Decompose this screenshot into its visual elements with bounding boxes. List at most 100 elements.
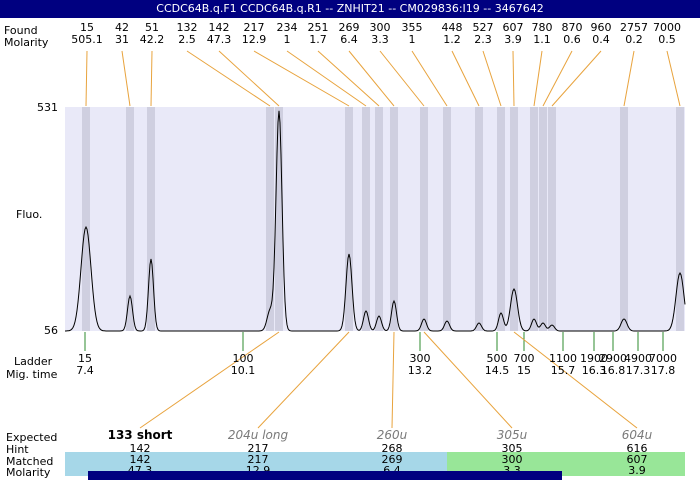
found-connector-line bbox=[150, 50, 153, 107]
found-peak-column: 780 1.1 bbox=[532, 22, 553, 46]
found-peak-column: 2757 0.2 bbox=[620, 22, 648, 46]
found-size-value: 2757 bbox=[620, 21, 648, 34]
found-size-value: 300 bbox=[369, 21, 391, 34]
expected-hint-value: 305 bbox=[501, 442, 523, 455]
found-molarity-value: 6.4 bbox=[340, 33, 358, 46]
found-peak-column: 448 1.2 bbox=[442, 22, 463, 46]
ladder-time-value: 14.5 bbox=[484, 364, 510, 377]
expected-name: 133 short bbox=[107, 428, 173, 442]
ladder-time-value: 13.2 bbox=[407, 364, 433, 377]
expected-connector-line bbox=[257, 331, 350, 429]
found-size-value: 15 bbox=[80, 21, 94, 34]
found-molarity-value: 12.9 bbox=[241, 33, 267, 46]
ladder-column: 4900 17.3 bbox=[624, 353, 652, 377]
found-molarity-value: 3.9 bbox=[504, 33, 522, 46]
expected-matched-value: 217 bbox=[247, 453, 269, 466]
found-size-value: 217 bbox=[243, 21, 265, 34]
found-size-value: 355 bbox=[401, 21, 423, 34]
expected-name: 204u long bbox=[227, 428, 289, 442]
expected-matched-value: 300 bbox=[501, 453, 523, 466]
found-peak-column: 300 3.3 bbox=[370, 22, 391, 46]
found-peak-column: 142 47.3 bbox=[207, 22, 232, 46]
expected-molarity-value: 3.9 bbox=[628, 464, 646, 477]
found-connector-line bbox=[85, 50, 88, 107]
footer-bar bbox=[88, 471, 562, 480]
found-molarity-value: 0.5 bbox=[658, 33, 676, 46]
found-peak-column: 527 2.3 bbox=[473, 22, 494, 46]
found-size-value: 527 bbox=[472, 21, 494, 34]
ladder-column: 7000 17.8 bbox=[649, 353, 677, 377]
ladder-time-value: 17.3 bbox=[625, 364, 651, 377]
window-title: CCDC64B.q.F1 CCDC64B.q.R1 -- ZNHIT21 -- … bbox=[156, 2, 544, 15]
y-axis-min-label: 56 bbox=[44, 324, 58, 337]
expected-matched-value: 269 bbox=[381, 453, 403, 466]
matched-molarity-row-label: Molarity bbox=[6, 466, 51, 479]
found-molarity-value: 47.3 bbox=[206, 33, 232, 46]
found-connector-line bbox=[286, 50, 367, 107]
expected-matched-value: 142 bbox=[129, 453, 151, 466]
y-axis-max-label: 531 bbox=[37, 101, 58, 114]
found-size-value: 51 bbox=[145, 21, 159, 34]
migration-time-row-label: Mig. time bbox=[6, 368, 58, 381]
ladder-size-value: 15 bbox=[78, 352, 92, 365]
found-peak-column: 234 1 bbox=[277, 22, 298, 46]
found-connector-line bbox=[379, 50, 425, 107]
found-connector-line bbox=[542, 50, 573, 107]
found-connector-line bbox=[218, 50, 280, 107]
found-connector-line bbox=[253, 50, 350, 107]
found-size-value: 269 bbox=[338, 21, 360, 34]
found-molarity-value: 1 bbox=[408, 33, 416, 46]
found-connector-line bbox=[533, 50, 543, 107]
found-molarity-value: 3.3 bbox=[371, 33, 389, 46]
found-size-value: 448 bbox=[441, 21, 463, 34]
ladder-column: 700 15 bbox=[514, 353, 535, 377]
found-size-value: 607 bbox=[502, 21, 524, 34]
expected-name: 604u bbox=[621, 428, 653, 442]
found-connector-line bbox=[482, 50, 502, 107]
matched-row-label: Matched bbox=[6, 455, 54, 468]
found-peak-column: 355 1 bbox=[402, 22, 423, 46]
expected-connector-line bbox=[423, 331, 513, 429]
title-bar: CCDC64B.q.F1 CCDC64B.q.R1 -- ZNHIT21 -- … bbox=[0, 0, 700, 18]
found-molarity-value: 2.3 bbox=[474, 33, 492, 46]
expected-connector-line bbox=[139, 331, 280, 429]
ladder-time-value: 7.4 bbox=[76, 364, 94, 377]
expected-row-label: Expected bbox=[6, 431, 58, 444]
expected-connector-line bbox=[513, 331, 638, 429]
chart-plot-area bbox=[65, 107, 685, 331]
found-connector-line bbox=[512, 50, 515, 107]
found-molarity-value: 1.2 bbox=[443, 33, 461, 46]
found-connector-line bbox=[666, 50, 681, 107]
expected-connector-line bbox=[391, 331, 395, 429]
found-peak-column: 960 0.4 bbox=[591, 22, 612, 46]
found-size-value: 960 bbox=[590, 21, 612, 34]
found-connector-line bbox=[551, 50, 602, 107]
ladder-time-value: 10.1 bbox=[230, 364, 256, 377]
found-peak-column: 607 3.9 bbox=[503, 22, 524, 46]
found-size-value: 234 bbox=[276, 21, 298, 34]
y-axis-title: Fluo. bbox=[16, 208, 43, 221]
found-peak-column: 51 42.2 bbox=[140, 22, 165, 46]
found-molarity-row-label: Molarity bbox=[4, 36, 49, 49]
expected-matched-value: 607 bbox=[626, 453, 648, 466]
found-molarity-value: 1.7 bbox=[309, 33, 327, 46]
found-size-value: 870 bbox=[561, 21, 583, 34]
found-connector-line bbox=[186, 50, 271, 107]
found-size-value: 132 bbox=[176, 21, 198, 34]
found-molarity-value: 0.6 bbox=[563, 33, 581, 46]
hint-row-label: Hint bbox=[6, 443, 29, 456]
found-connector-line bbox=[451, 50, 480, 107]
ladder-column: 300 13.2 bbox=[408, 353, 433, 377]
ladder-time-value: 17.8 bbox=[650, 364, 676, 377]
found-connector-line bbox=[317, 50, 380, 107]
found-peak-column: 269 6.4 bbox=[339, 22, 360, 46]
found-connector-line bbox=[411, 50, 448, 107]
ladder-time-value: 15 bbox=[517, 364, 531, 377]
found-peak-column: 132 2.5 bbox=[177, 22, 198, 46]
found-connector-line bbox=[348, 50, 395, 107]
ladder-time-value: 16.8 bbox=[600, 364, 626, 377]
found-peak-column: 251 1.7 bbox=[308, 22, 329, 46]
ladder-column: 15 7.4 bbox=[76, 353, 94, 377]
found-molarity-value: 1 bbox=[283, 33, 291, 46]
